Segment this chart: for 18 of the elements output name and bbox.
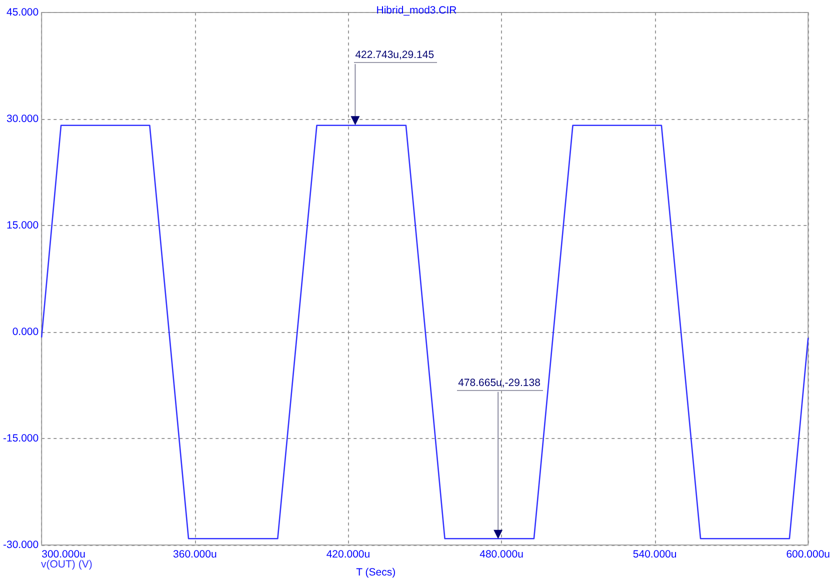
y-tick-label: 0.000 bbox=[12, 326, 39, 338]
y-tick-label: 45.000 bbox=[6, 6, 39, 18]
x-tick-label: 480.000u bbox=[480, 548, 524, 560]
x-axis-title: T (Secs) bbox=[356, 566, 396, 578]
annotation: 422.743u,29.145 bbox=[354, 49, 438, 64]
text: v(OUT) (V) bbox=[41, 558, 92, 570]
annotation: 478.665u,-29.138 bbox=[457, 376, 544, 391]
y-tick-label: -15.000 bbox=[2, 432, 39, 444]
y-tick-label: -30.000 bbox=[2, 539, 39, 551]
x-tick-label: 600.000u bbox=[786, 548, 830, 560]
line-series bbox=[40, 124, 809, 540]
chart-title: Hibrid_mod3.CIR bbox=[376, 4, 458, 16]
y-tick-label: 15.000 bbox=[6, 220, 39, 232]
x-tick-label: 420.000u bbox=[326, 548, 370, 560]
y-tick-label: 30.000 bbox=[6, 113, 39, 125]
x-tick-label: 540.000u bbox=[632, 548, 677, 560]
x-tick-label: 360.000u bbox=[173, 548, 217, 560]
x-tick-label: 300.000u bbox=[42, 548, 86, 560]
